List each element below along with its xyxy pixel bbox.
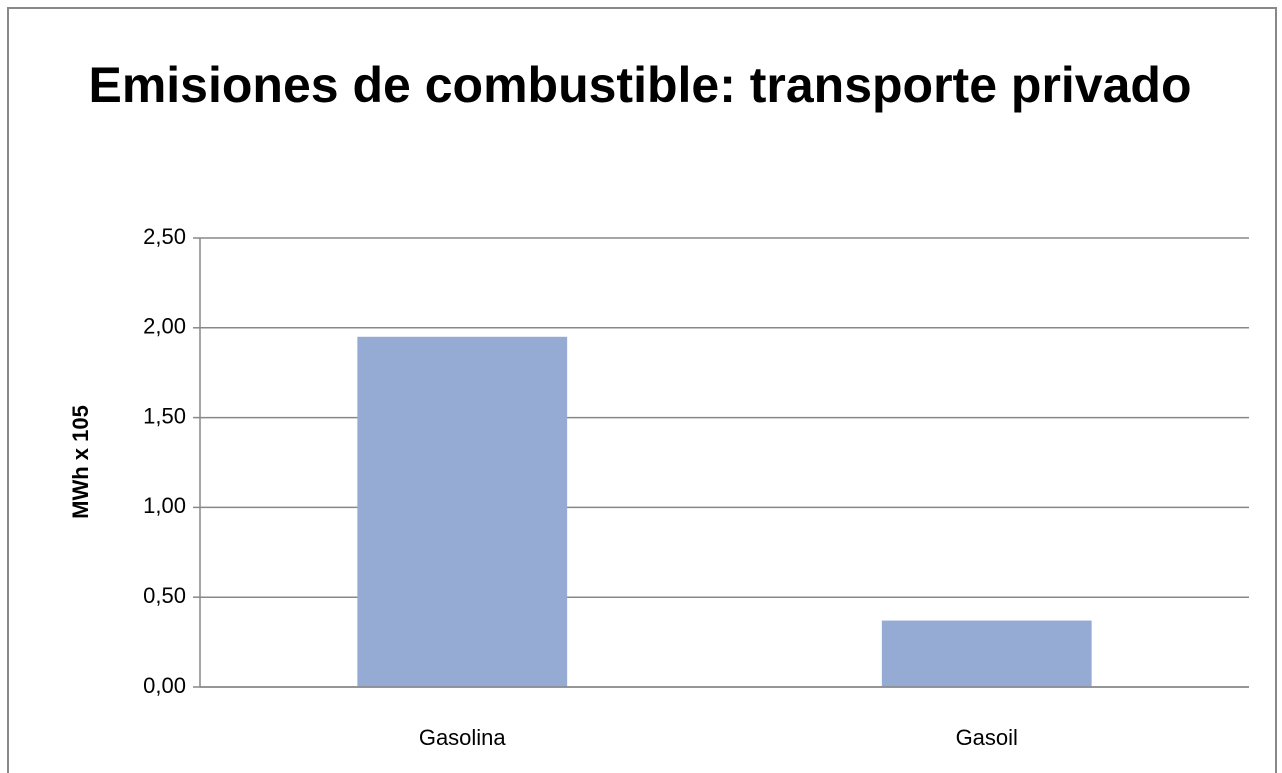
x-tick-label: Gasolina <box>419 725 507 750</box>
chart-title: Emisiones de combustible: transporte pri… <box>88 57 1192 113</box>
y-tick-label: 0,00 <box>143 673 186 698</box>
bar <box>357 336 568 687</box>
y-tick-label: 1,50 <box>143 403 186 428</box>
bar <box>881 620 1092 687</box>
y-tick-label: 2,50 <box>143 224 186 249</box>
y-axis-label: MWh x 105 <box>68 405 93 519</box>
y-tick-label: 0,50 <box>143 583 186 608</box>
y-tick-label: 1,00 <box>143 493 186 518</box>
y-tick-label: 2,00 <box>143 314 186 339</box>
x-tick-label: Gasoil <box>956 725 1018 750</box>
